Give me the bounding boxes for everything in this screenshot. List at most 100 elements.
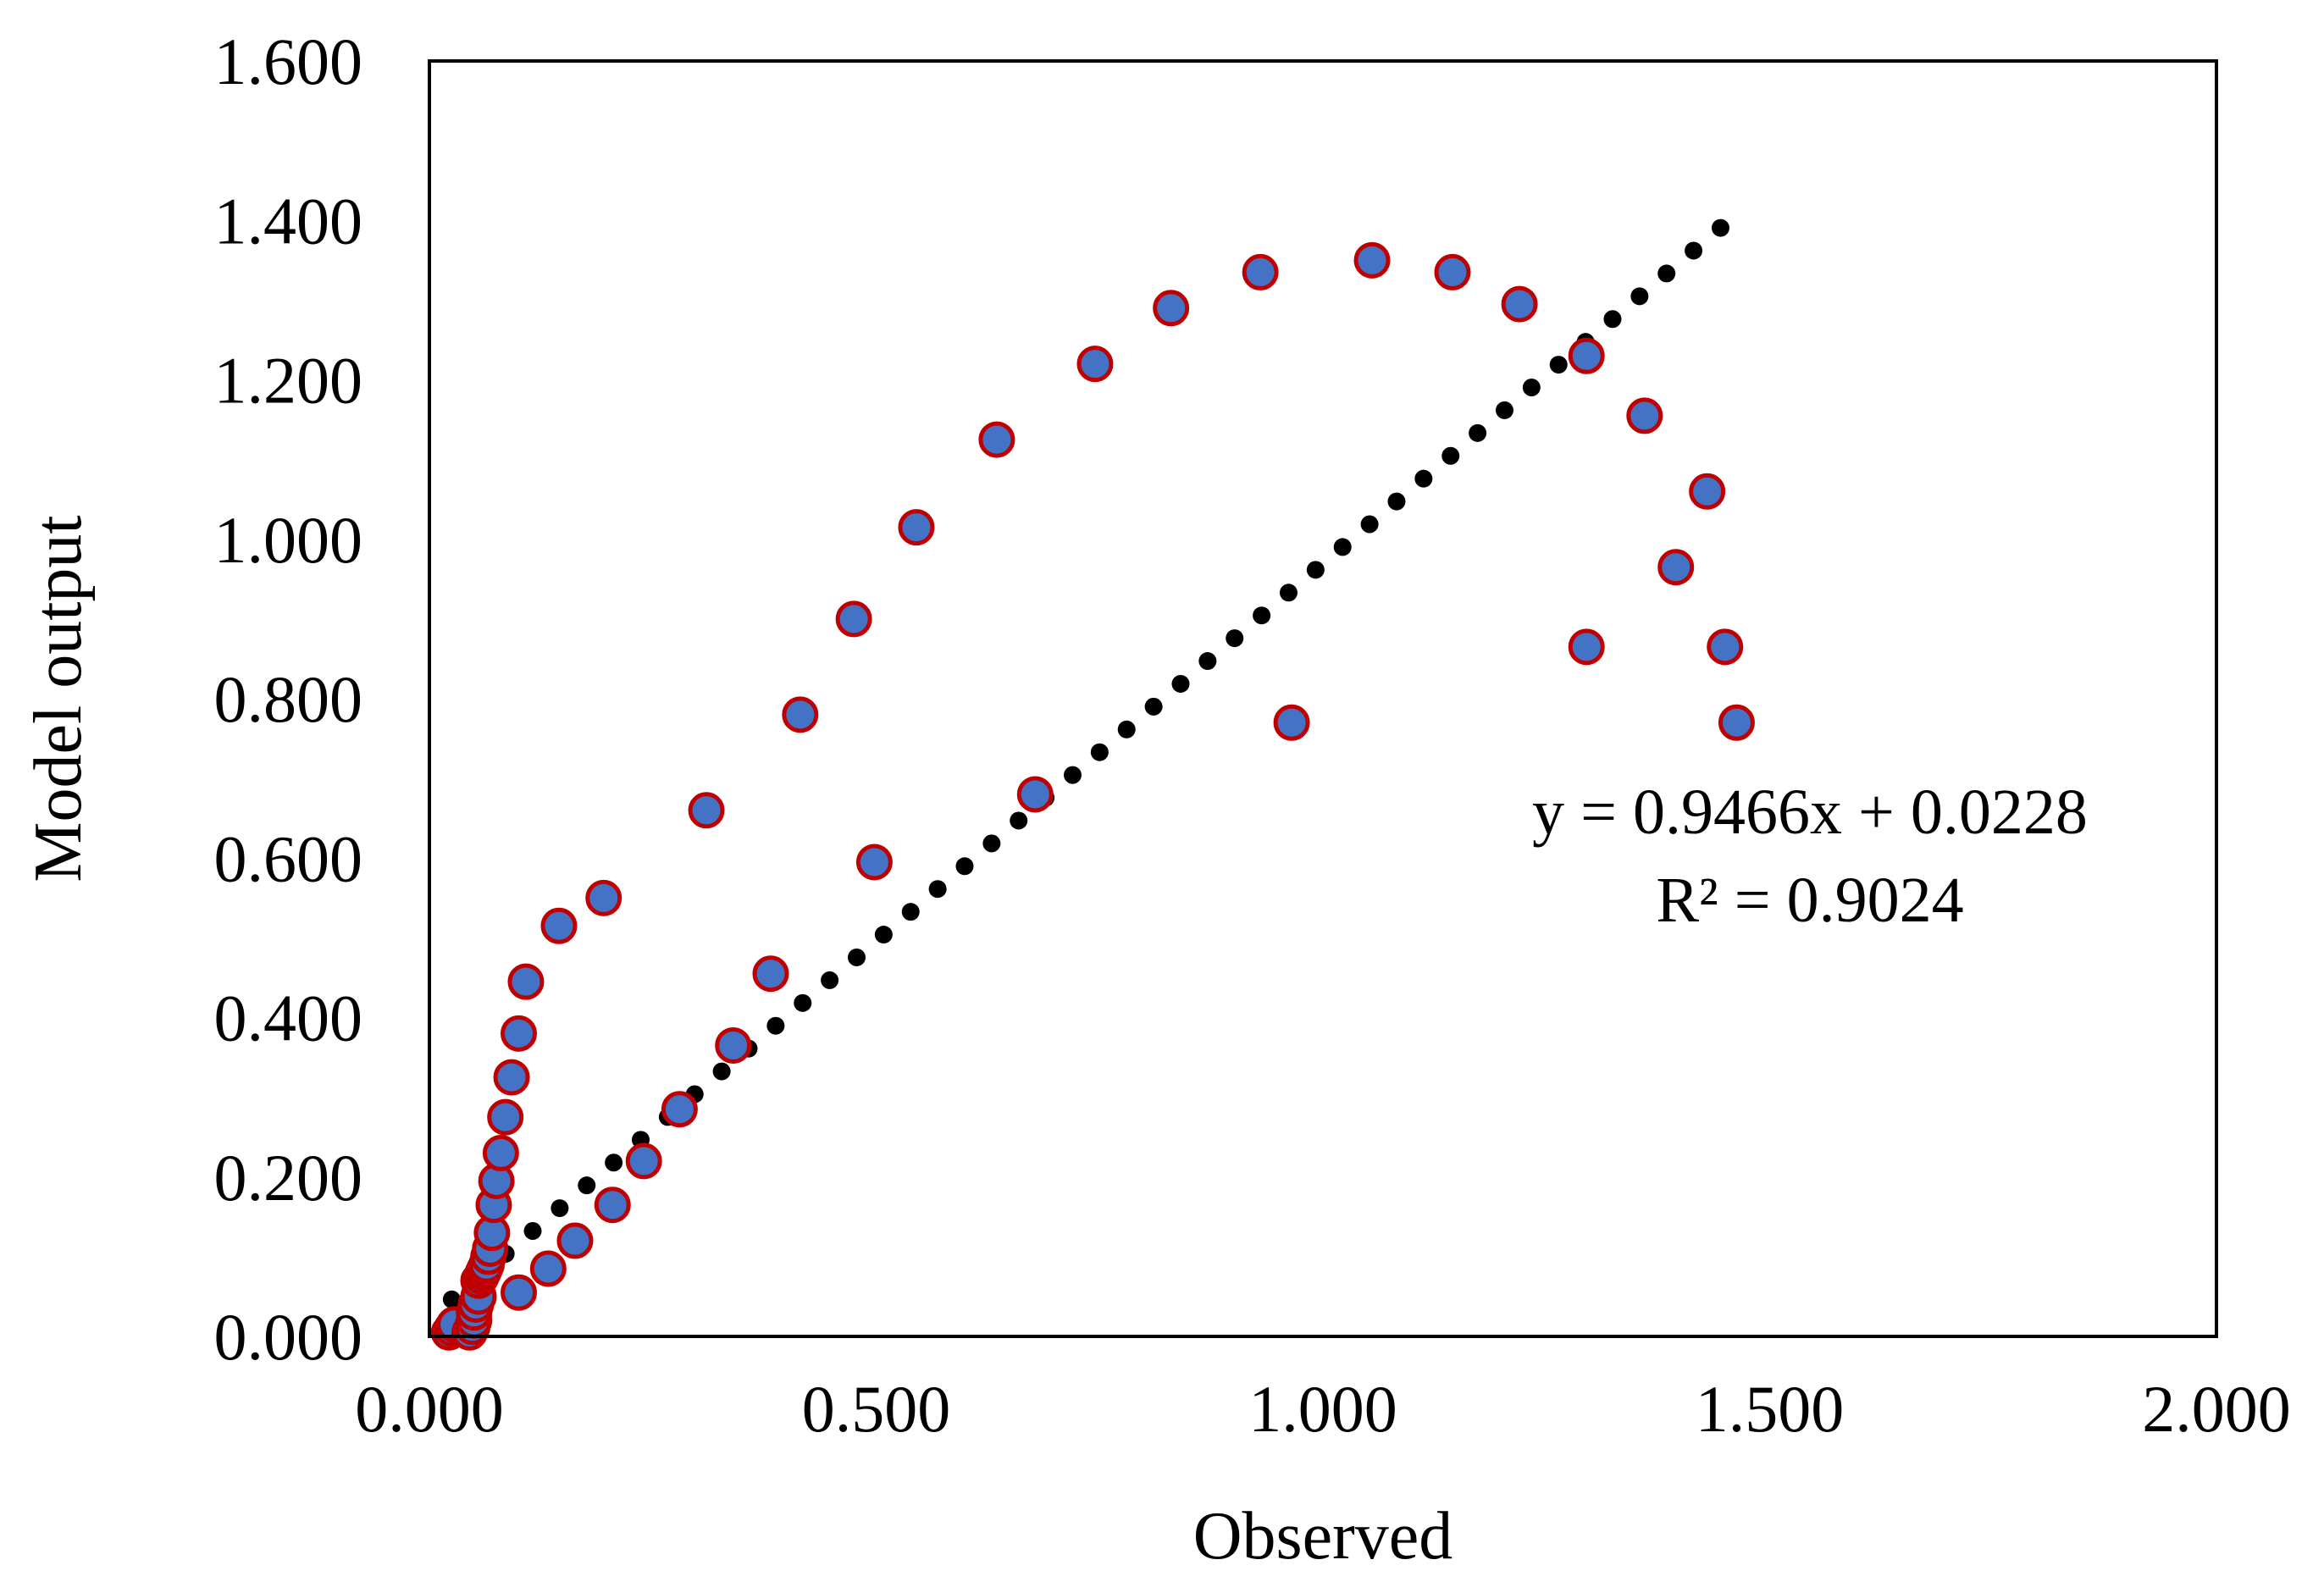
data-point — [661, 1091, 698, 1128]
trendline-dot — [1495, 401, 1513, 419]
y-tick-label: 1.600 — [214, 25, 363, 98]
trendline-dot — [874, 926, 893, 944]
trendline-dot — [712, 1062, 731, 1081]
y-tick-label: 0.800 — [214, 662, 363, 736]
data-point — [1501, 285, 1538, 323]
y-tick-label: 1.000 — [214, 503, 363, 577]
data-point — [1657, 549, 1695, 586]
trendline-dot — [928, 880, 947, 899]
x-tick-label: 1.000 — [1248, 1372, 1397, 1446]
trendline-dot — [605, 1153, 623, 1172]
data-point — [1626, 397, 1663, 434]
trendline-equation: y = 0.9466x + 0.0228 — [1532, 777, 2088, 848]
trendline-dot — [1306, 561, 1325, 579]
trendline-dot — [1090, 743, 1109, 761]
trendline-dot — [1198, 652, 1217, 671]
data-point — [898, 509, 935, 546]
trendline-dot — [1711, 218, 1729, 237]
trendline-dot — [847, 948, 866, 966]
trendline-dot — [1117, 720, 1136, 738]
trendline-dot — [901, 903, 920, 921]
data-point — [715, 1026, 752, 1064]
data-point — [752, 955, 789, 993]
data-point — [1273, 704, 1310, 741]
data-point — [835, 600, 872, 638]
trendline-dot — [1279, 584, 1298, 602]
trendline-dot — [1144, 697, 1163, 716]
data-point — [529, 1250, 567, 1287]
trendline-dot — [1549, 356, 1568, 374]
trendline-dot — [1253, 606, 1271, 625]
trendline-dot — [551, 1199, 569, 1218]
data-point — [493, 1059, 530, 1096]
data-point — [782, 696, 819, 733]
data-point — [1434, 253, 1471, 290]
data-point — [594, 1186, 631, 1224]
trendline-dot — [523, 1222, 542, 1241]
x-tick-label: 1.500 — [1696, 1372, 1845, 1446]
data-point — [1153, 290, 1190, 327]
trendline-dot — [1360, 515, 1379, 534]
trendline-dot — [1387, 492, 1406, 511]
trendline-dot — [955, 857, 974, 876]
trendline-dot — [442, 1290, 461, 1308]
data-point — [1568, 628, 1605, 666]
x-tick-label: 0.000 — [355, 1372, 504, 1446]
y-tick-label: 1.200 — [214, 344, 363, 418]
x-tick-label: 2.000 — [2142, 1372, 2291, 1446]
y-tick-label: 0.600 — [214, 821, 363, 895]
trendline-dot — [821, 971, 839, 989]
data-point — [1568, 337, 1605, 374]
data-point — [625, 1142, 662, 1180]
data-point — [501, 1274, 537, 1311]
data-point — [482, 1135, 519, 1172]
trendline-dot — [766, 1016, 785, 1035]
data-point — [1076, 346, 1114, 383]
trendline-dot — [578, 1176, 596, 1195]
y-tick-label: 0.200 — [214, 1141, 363, 1214]
y-axis-title: Model output — [21, 515, 96, 882]
data-point — [1689, 473, 1726, 510]
data-point — [501, 1015, 537, 1052]
trendline-dot — [1010, 811, 1028, 830]
data-point — [978, 421, 1015, 458]
data-point — [1016, 776, 1054, 813]
trendline-dot — [1171, 674, 1190, 693]
trendline-dot — [1063, 766, 1082, 784]
data-point — [585, 879, 622, 916]
data-point — [1242, 253, 1279, 290]
trendline-dot — [1603, 310, 1622, 329]
x-axis-title: Observed — [1193, 1499, 1453, 1574]
trendline-dot — [1630, 287, 1649, 306]
data-points — [430, 241, 1755, 1351]
data-point — [540, 907, 578, 944]
y-tick-label: 1.400 — [214, 184, 363, 257]
trendline-dot — [982, 834, 1001, 853]
x-axis-ticks: 0.000 0.500 1.000 1.500 2.000 — [355, 1372, 2291, 1446]
trendline-dot — [1522, 378, 1541, 396]
y-tick-label: 0.400 — [214, 982, 363, 1055]
trendline-dot — [1685, 241, 1703, 260]
data-point — [1718, 704, 1755, 741]
y-tick-label: 0.000 — [214, 1300, 363, 1374]
trendline-dot — [1469, 423, 1487, 442]
data-point — [855, 844, 893, 881]
data-point — [1353, 241, 1391, 279]
trendline-dot — [1226, 629, 1244, 648]
trendline-dot — [1333, 538, 1352, 556]
trendline-dot — [1414, 469, 1433, 488]
trendline-dot — [1441, 446, 1460, 465]
x-tick-label: 0.500 — [802, 1372, 951, 1446]
trendline-dot — [1657, 264, 1676, 283]
data-point — [1707, 628, 1744, 666]
data-point — [556, 1222, 594, 1259]
trendline-dot — [794, 993, 812, 1012]
y-axis-ticks: 0.000 0.200 0.400 0.600 0.800 1.000 1.200 1.400… — [214, 25, 363, 1374]
plot-area-frame — [428, 59, 2218, 1338]
trendline-r-squared: R² = 0.9024 — [1656, 865, 1963, 936]
data-point — [507, 963, 545, 1000]
data-point — [688, 792, 725, 829]
data-point — [487, 1098, 524, 1136]
